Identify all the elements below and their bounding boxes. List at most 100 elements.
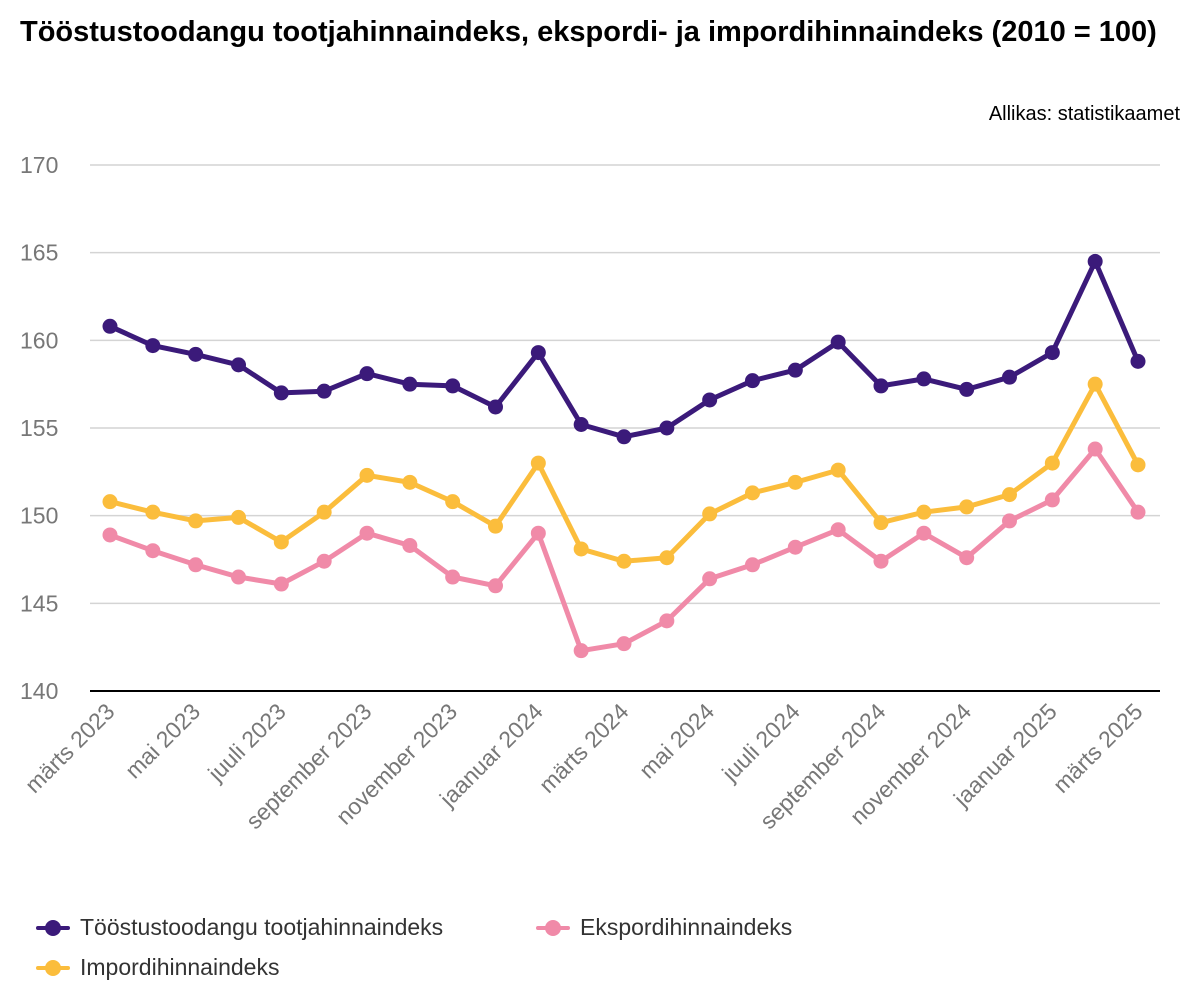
data-point — [745, 557, 760, 573]
source-note: Allikas: statistikaamet — [988, 103, 1180, 125]
data-point — [402, 376, 418, 392]
x-tick-label: juuli 2023 — [202, 698, 291, 787]
data-point — [659, 613, 675, 629]
data-point — [830, 522, 846, 538]
data-point — [316, 553, 332, 569]
legend-label: Tööstustoodangu tootjahinnaindeks — [80, 914, 444, 940]
data-point — [445, 569, 461, 585]
data-point — [702, 571, 718, 587]
data-point — [445, 378, 461, 394]
data-point — [1087, 253, 1103, 269]
data-point — [359, 366, 375, 382]
data-point — [188, 346, 204, 362]
data-point — [273, 576, 289, 592]
data-point — [1002, 487, 1017, 503]
data-point — [1130, 457, 1146, 473]
data-point — [573, 416, 589, 432]
x-tick-label: märts 2025 — [1048, 698, 1148, 798]
data-point — [573, 541, 589, 557]
x-tick-label: märts 2024 — [534, 698, 634, 798]
data-point — [1087, 376, 1103, 392]
data-point — [488, 518, 503, 534]
legend-swatch — [36, 959, 70, 976]
x-tick-label: märts 2023 — [20, 698, 120, 798]
data-point — [316, 383, 332, 399]
data-point — [959, 499, 975, 515]
series-line — [107, 446, 1141, 654]
data-point — [145, 543, 161, 559]
data-point — [402, 537, 418, 553]
data-point — [1044, 345, 1060, 361]
data-point — [1044, 455, 1060, 471]
data-point — [188, 513, 204, 529]
data-point — [616, 636, 632, 652]
series-line — [107, 258, 1141, 440]
data-point — [102, 527, 118, 543]
data-point — [316, 504, 332, 520]
data-point — [188, 557, 204, 573]
legend-item[interactable]: Ekspordihinnaindeks — [536, 914, 792, 941]
data-point — [659, 420, 675, 436]
data-point — [102, 494, 118, 510]
data-point — [916, 371, 932, 387]
data-point — [273, 534, 289, 550]
legend-swatch — [36, 919, 70, 936]
data-point — [702, 392, 718, 408]
data-point — [659, 550, 675, 566]
y-tick-label: 160 — [20, 327, 58, 353]
data-point — [530, 455, 546, 471]
data-point — [916, 525, 932, 541]
data-point — [873, 553, 889, 569]
data-point — [1087, 441, 1103, 457]
data-point — [231, 509, 246, 525]
data-point — [745, 373, 760, 389]
data-point — [231, 357, 246, 373]
x-tick-label: juuli 2024 — [716, 698, 805, 787]
data-point — [702, 506, 718, 522]
x-tick-label: mai 2024 — [634, 698, 719, 783]
data-point — [616, 553, 632, 569]
data-point — [787, 474, 803, 490]
y-tick-label: 165 — [20, 240, 58, 266]
data-point — [787, 362, 803, 378]
data-point — [488, 399, 503, 415]
data-point — [916, 504, 932, 520]
data-point — [573, 643, 589, 659]
data-point — [359, 525, 375, 541]
data-point — [830, 334, 846, 350]
data-point — [616, 429, 632, 445]
data-point — [402, 474, 418, 490]
data-point — [488, 578, 503, 594]
data-point — [873, 515, 889, 531]
data-point — [145, 338, 161, 354]
data-point — [959, 550, 975, 566]
data-point — [231, 569, 246, 585]
legend-label: Ekspordihinnaindeks — [580, 914, 793, 940]
data-point — [1044, 492, 1060, 508]
data-point — [530, 525, 546, 541]
series-line — [107, 381, 1141, 564]
data-point — [745, 485, 760, 501]
data-point — [1002, 369, 1017, 385]
y-tick-label: 170 — [20, 152, 58, 178]
y-tick-label: 140 — [20, 678, 58, 704]
chart-title: Tööstustoodangu tootjahinnaindeks, ekspo… — [20, 16, 1157, 48]
data-point — [145, 504, 161, 520]
data-point — [873, 378, 889, 394]
data-point — [530, 345, 546, 361]
data-point — [787, 539, 803, 555]
y-tick-label: 155 — [20, 415, 58, 441]
legend-item[interactable]: Tööstustoodangu tootjahinnaindeks — [36, 914, 443, 941]
data-point — [359, 467, 375, 483]
x-tick-label: mai 2023 — [120, 698, 205, 783]
legend-item[interactable]: Impordihinnaindeks — [36, 954, 279, 981]
data-point — [959, 381, 975, 397]
data-point — [1130, 353, 1146, 369]
data-point — [1130, 504, 1146, 520]
legend-swatch — [536, 919, 570, 936]
data-point — [830, 462, 846, 478]
data-point — [102, 318, 118, 334]
data-point — [445, 494, 461, 510]
data-point — [273, 385, 289, 401]
